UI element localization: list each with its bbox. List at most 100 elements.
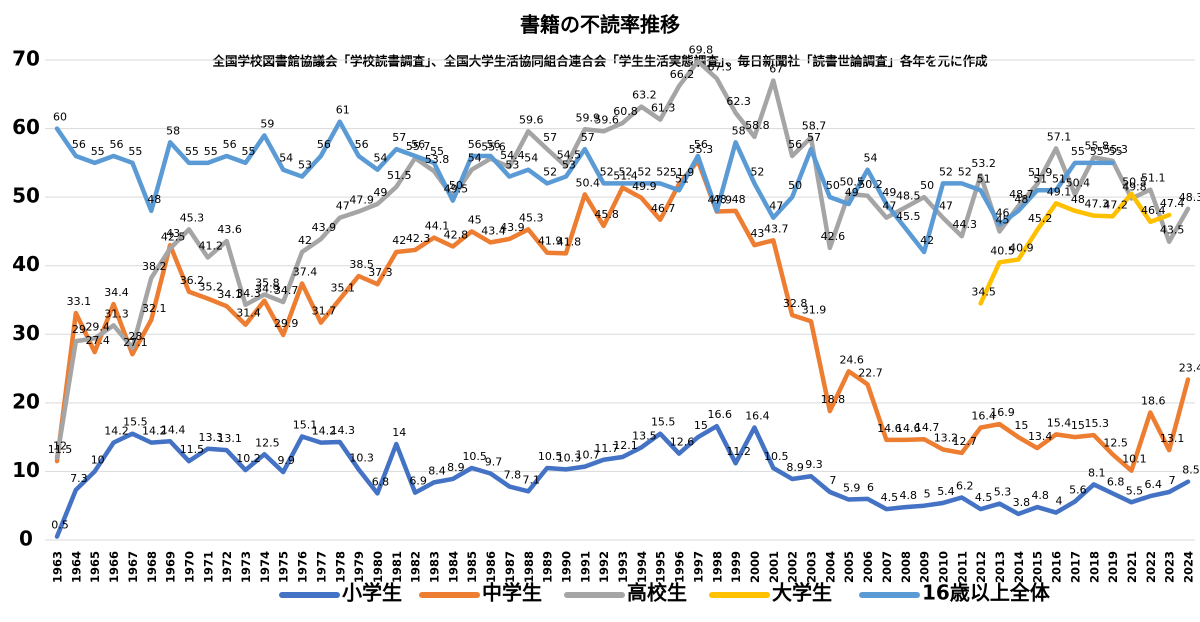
x-tick-label: 2008 — [899, 551, 913, 583]
x-tick-label: 2013 — [993, 551, 1007, 583]
data-label: 11.5 — [48, 443, 73, 456]
data-label: 53.8 — [425, 153, 450, 166]
data-label: 6 — [867, 481, 874, 494]
data-label: 13.1 — [1160, 432, 1185, 445]
data-labels: 0.57.31014.215.514.214.411.513.313.110.2… — [48, 43, 1200, 531]
data-label: 15.3 — [1085, 417, 1110, 430]
data-label: 7.1 — [523, 473, 541, 486]
data-label: 12 — [53, 440, 67, 453]
series-line — [54, 158, 1191, 473]
x-tick-label: 1966 — [107, 551, 121, 583]
data-label: 58 — [732, 124, 746, 137]
data-label: 6.2 — [956, 479, 974, 492]
y-tick-label: 60 — [12, 115, 40, 139]
data-label: 22.7 — [858, 366, 883, 379]
data-label: 14.2 — [142, 425, 167, 438]
data-label: 15 — [694, 419, 708, 432]
chart-title: 書籍の不読率推移 — [520, 13, 680, 37]
data-label: 34.5 — [971, 285, 996, 298]
data-label: 51.9 — [670, 166, 695, 179]
data-label: 42 — [298, 234, 312, 247]
x-tick-label: 1965 — [88, 551, 102, 583]
legend-label: 16歳以上全体 — [922, 581, 1051, 605]
data-label: 29 — [72, 323, 86, 336]
data-label: 38.2 — [142, 260, 167, 273]
data-label: 14 — [392, 426, 406, 439]
data-label: 52 — [958, 165, 972, 178]
series-line — [54, 119, 1115, 255]
data-label: 46.4 — [1141, 204, 1166, 217]
data-label: 42 — [920, 234, 934, 247]
data-label: 3.8 — [1013, 496, 1031, 509]
data-label: 50.4 — [576, 176, 601, 189]
x-tick-label: 1988 — [522, 551, 536, 583]
data-label: 45 — [468, 213, 482, 226]
series-line — [54, 59, 1191, 460]
data-label: 12.5 — [1103, 436, 1128, 449]
data-label: 49 — [882, 186, 896, 199]
x-tick-label: 2018 — [1087, 551, 1101, 583]
data-label: 47.9 — [708, 194, 733, 207]
data-label: 10.1 — [1122, 453, 1147, 466]
data-label: 55 — [128, 145, 142, 158]
data-label: 38.5 — [349, 258, 374, 271]
data-label: 55 — [91, 145, 105, 158]
data-label: 15 — [1071, 419, 1085, 432]
data-label: 59.6 — [594, 113, 619, 126]
data-label: 56 — [694, 138, 708, 151]
data-label: 51 — [977, 172, 991, 185]
data-label: 50 — [449, 179, 463, 192]
data-label: 42.6 — [821, 230, 846, 243]
data-label: 48 — [1071, 193, 1085, 206]
data-label: 52 — [600, 165, 614, 178]
x-tick-label: 2016 — [1050, 551, 1064, 583]
data-label: 28 — [128, 330, 142, 343]
data-label: 52 — [750, 165, 764, 178]
data-label: 12.7 — [953, 435, 978, 448]
data-label: 67 — [769, 63, 783, 76]
data-label: 47.2 — [1103, 198, 1128, 211]
x-tick-label: 1976 — [296, 551, 310, 583]
data-label: 11.2 — [726, 445, 751, 458]
data-label: 50.5 — [1122, 176, 1147, 189]
x-tick-label: 1990 — [559, 551, 573, 583]
data-label: 54 — [864, 152, 878, 165]
data-label: 45 — [996, 213, 1010, 226]
x-tick-label: 2002 — [786, 551, 800, 583]
data-label: 42.8 — [444, 229, 469, 242]
data-label: 50.4 — [1066, 176, 1091, 189]
x-tick-label: 1989 — [541, 551, 555, 583]
data-label: 50 — [920, 179, 934, 192]
data-label: 47 — [769, 200, 783, 213]
data-label: 57 — [543, 131, 557, 144]
legend-label: 大学生 — [772, 581, 832, 605]
data-label: 57.1 — [1047, 130, 1072, 143]
data-label: 52 — [543, 165, 557, 178]
data-label: 13.3 — [199, 431, 224, 444]
data-label: 10 — [91, 453, 105, 466]
data-label: 52 — [939, 165, 953, 178]
data-label: 50 — [826, 179, 840, 192]
data-label: 10.5 — [538, 450, 563, 463]
data-label: 13.4 — [1028, 430, 1053, 443]
data-label: 5.5 — [1126, 484, 1144, 497]
x-tick-label: 1994 — [635, 551, 649, 583]
data-label: 56 — [72, 138, 86, 151]
data-label: 14.2 — [312, 425, 337, 438]
data-label: 55 — [430, 145, 444, 158]
data-label: 6.9 — [409, 475, 427, 488]
x-tick-label: 2004 — [823, 551, 837, 583]
data-label: 40.9 — [1009, 242, 1034, 255]
x-tick-label: 1977 — [314, 551, 328, 583]
data-label: 47 — [939, 200, 953, 213]
data-label: 55 — [204, 145, 218, 158]
data-label: 50 — [788, 179, 802, 192]
data-label: 53 — [562, 159, 576, 172]
data-label: 55.8 — [1085, 139, 1110, 152]
data-label: 44.3 — [953, 218, 978, 231]
data-label: 15.5 — [651, 416, 676, 429]
data-label: 43.9 — [500, 221, 525, 234]
data-label: 60.8 — [613, 105, 638, 118]
x-tick-label: 2007 — [880, 551, 894, 583]
data-label: 34.1 — [217, 288, 242, 301]
